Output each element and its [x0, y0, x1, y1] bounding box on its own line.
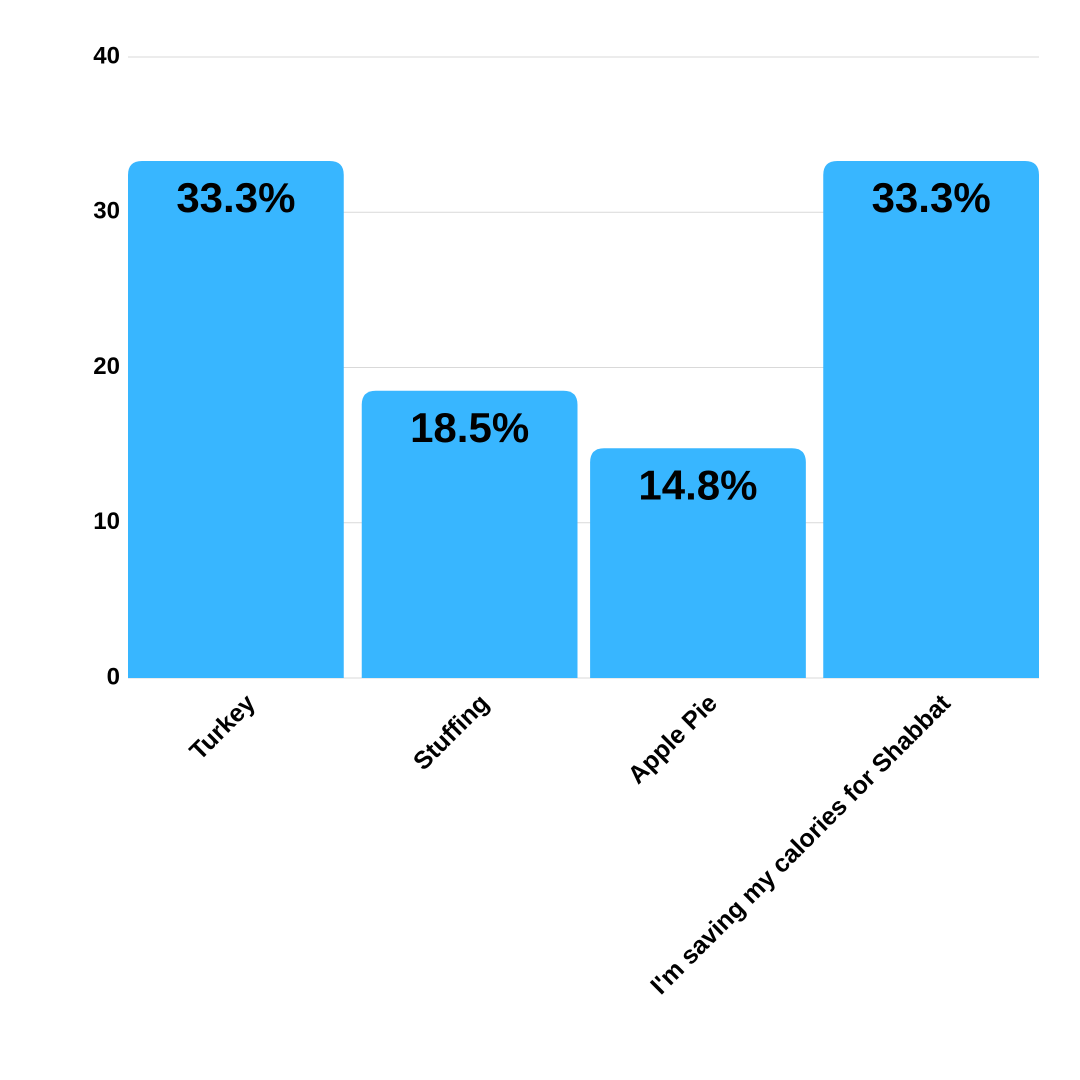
value-label: 18.5%	[410, 404, 529, 451]
y-tick-label: 30	[93, 198, 120, 225]
y-tick-label: 20	[93, 353, 120, 380]
y-tick-label: 0	[107, 663, 120, 690]
y-tick-label: 40	[93, 42, 120, 69]
bar	[823, 161, 1039, 678]
x-tick-label: Apple Pie	[623, 689, 723, 789]
x-tick-label: Turkey	[184, 689, 261, 766]
bar	[361, 390, 578, 678]
value-label: 33.3%	[872, 174, 991, 221]
bar	[128, 161, 344, 678]
x-tick-label: Stuffing	[408, 689, 495, 776]
value-label: 33.3%	[176, 174, 295, 221]
value-label: 14.8%	[638, 461, 757, 508]
y-tick-label: 10	[93, 508, 120, 535]
bar	[590, 448, 806, 678]
